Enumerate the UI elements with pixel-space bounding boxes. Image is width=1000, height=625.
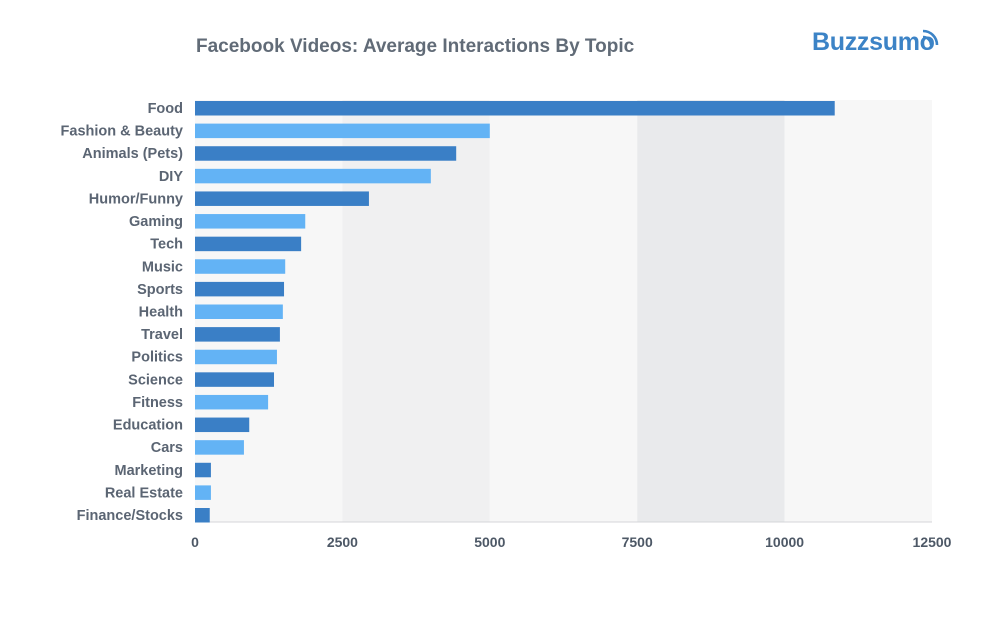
category-label: Cars — [151, 440, 183, 456]
bar — [195, 259, 286, 274]
bar — [195, 327, 280, 342]
bar — [195, 440, 244, 455]
wifi-signal-icon — [922, 29, 939, 46]
bar — [195, 417, 250, 433]
grid-band — [342, 100, 490, 522]
category-label: Music — [142, 259, 183, 275]
category-label: Tech — [150, 237, 183, 253]
bar — [195, 146, 457, 161]
category-label: DIY — [159, 169, 184, 185]
category-label: Real Estate — [105, 485, 183, 501]
category-label: Marketing — [115, 463, 184, 479]
bar — [195, 214, 306, 229]
bar — [195, 191, 369, 206]
category-label: Finance/Stocks — [77, 508, 183, 524]
x-tick-label: 2500 — [327, 534, 358, 550]
x-tick-label: 7500 — [622, 534, 653, 550]
category-label: Humor/Funny — [89, 191, 183, 207]
category-label: Gaming — [129, 214, 183, 230]
grid-band — [489, 100, 638, 522]
bar — [195, 462, 211, 478]
grid-band — [784, 100, 932, 522]
bar — [195, 372, 275, 387]
category-label: Health — [139, 305, 183, 321]
bar — [195, 123, 490, 139]
x-tick-label: 12500 — [913, 534, 952, 550]
category-label: Food — [148, 101, 183, 117]
buzzsumo-logo: Buzzsumo — [812, 28, 939, 57]
category-label: Sports — [137, 282, 183, 298]
bar — [195, 485, 211, 500]
category-label: Travel — [141, 327, 183, 343]
bar — [195, 394, 269, 410]
category-label: Education — [113, 418, 183, 434]
x-tick-label: 5000 — [474, 534, 505, 550]
bar — [195, 168, 431, 184]
category-label: Science — [128, 372, 183, 388]
category-label: Animals (Pets) — [82, 146, 183, 162]
bar — [195, 349, 277, 365]
chart-title: Facebook Videos: Average Interactions By… — [196, 36, 635, 57]
bar — [195, 236, 302, 252]
bar — [195, 304, 283, 319]
x-tick-label: 0 — [191, 534, 199, 550]
bar — [195, 101, 835, 116]
category-label: Politics — [131, 350, 183, 366]
grid-band — [637, 100, 785, 522]
bar — [195, 508, 210, 523]
x-tick-label: 10000 — [765, 534, 804, 550]
logo-text: Buzzsumo — [812, 28, 935, 56]
bar — [195, 281, 285, 297]
category-label: Fitness — [132, 395, 183, 411]
category-label: Fashion & Beauty — [61, 124, 183, 140]
